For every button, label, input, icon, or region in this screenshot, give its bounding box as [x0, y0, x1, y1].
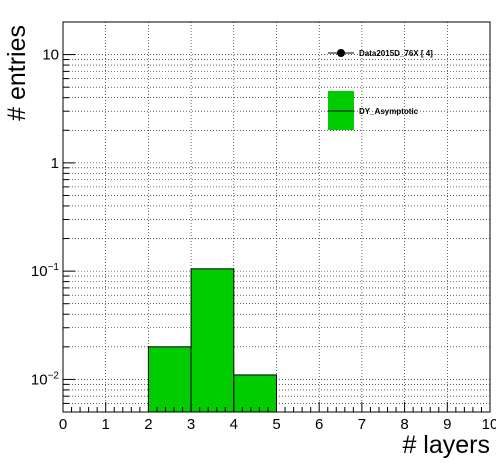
y-tick-label: 10	[42, 47, 59, 64]
x-tick-label: 4	[230, 416, 238, 433]
legend-label-mc: DY_Asymptotic	[359, 107, 419, 116]
x-axis-title: # layers	[402, 431, 490, 459]
x-tick-label: 6	[315, 416, 323, 433]
y-tick-labels: 10−2 10−1 1 10	[31, 47, 60, 389]
x-tick-label: 2	[144, 416, 152, 433]
x-tick-label: 5	[272, 416, 280, 433]
legend-label-data: Data2015D_76X [ 4]	[359, 49, 433, 58]
histogram-bar	[148, 347, 191, 412]
y-tick-label: 1	[51, 155, 59, 172]
y-tick-label: 10−2	[31, 370, 60, 388]
x-tick-label: 7	[358, 416, 366, 433]
y-axis-title: # entries	[3, 25, 31, 121]
y-tick-label: 10−1	[31, 262, 60, 280]
legend: Data2015D_76X [ 4] DY_Asymptotic	[328, 49, 433, 130]
grid	[63, 22, 490, 412]
histogram-bars	[148, 269, 276, 412]
x-tick-label: 0	[59, 416, 67, 433]
histogram-bar	[191, 269, 234, 412]
x-tick-label: 1	[102, 416, 110, 433]
histogram-bar	[234, 375, 277, 412]
legend-data-marker	[337, 49, 345, 57]
x-tick-label: 3	[187, 416, 195, 433]
